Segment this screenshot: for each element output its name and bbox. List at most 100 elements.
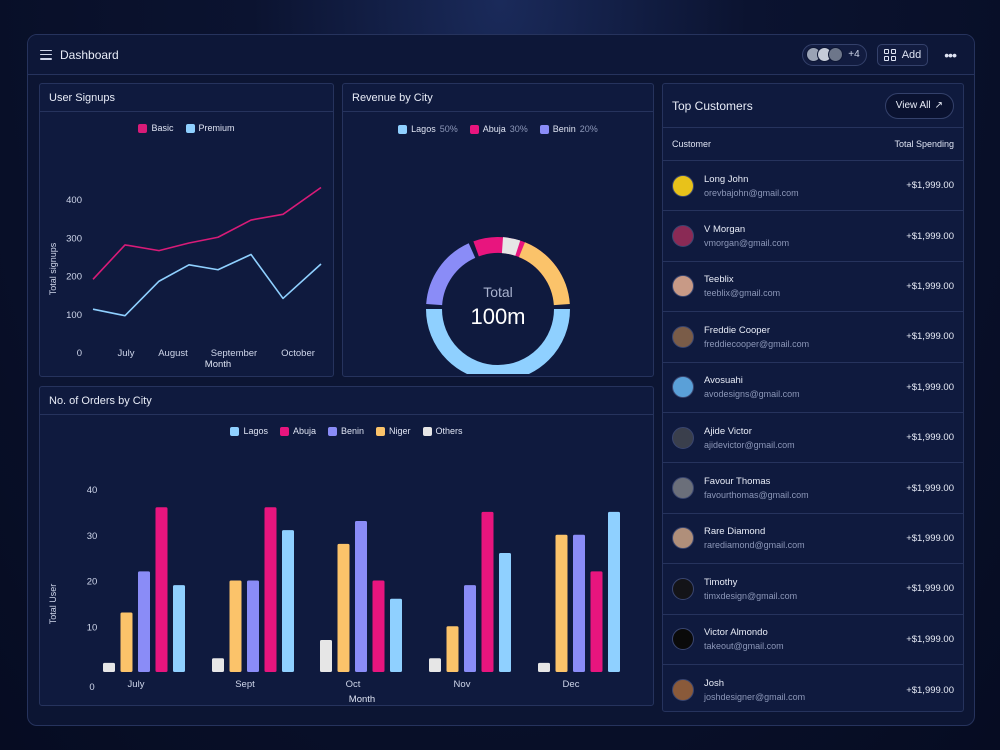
- y-axis-label: Total signups: [48, 242, 58, 295]
- view-all-button[interactable]: View All ↗: [884, 92, 954, 119]
- customer-spending: +$1,999.00: [906, 583, 954, 595]
- legend-item: Basic: [138, 123, 174, 133]
- view-all-label: View All: [895, 100, 931, 111]
- bar-july-lagos: [173, 585, 185, 672]
- donut-slice-niger: [518, 242, 570, 306]
- x-tick-label: July: [118, 348, 135, 359]
- customer-spending: +$1,999.00: [906, 482, 954, 494]
- table-row[interactable]: Ajide Victor ajidevictor@gmail.com +$1,999…: [663, 413, 963, 464]
- legend-item: Niger: [376, 426, 411, 436]
- table-row[interactable]: Long John orevbajohn@gmail.com +$1,999.00: [663, 161, 963, 212]
- bar-july-benin: [138, 571, 150, 672]
- y-tick-label: 20: [87, 577, 98, 588]
- table-row[interactable]: Rare Diamond rarediamond@gmail.com +$1,999…: [663, 514, 963, 565]
- customer-email: freddiecooper@gmail.com: [704, 338, 810, 349]
- orders-legend: Lagos Abuja Benin Niger Others: [40, 426, 653, 436]
- bar-nov-lagos: [499, 553, 511, 672]
- customer-name: Avosuahi: [704, 375, 743, 387]
- legend-swatch: [185, 123, 195, 133]
- customer-spending: +$1,999.00: [906, 381, 954, 393]
- table-row[interactable]: Favour Thomas favourthomas@gmail.com +$1,9…: [663, 463, 963, 514]
- add-button-label: Add: [901, 48, 922, 61]
- user-signups-chart: 400 300 200 100 0 July August September October M…: [48, 186, 322, 370]
- table-row[interactable]: Freddie Cooper freddiecooper@gmail.com +$1…: [663, 312, 963, 363]
- legend-label: Abuja: [292, 426, 316, 436]
- legend-item: Lagos 50%: [398, 124, 458, 134]
- bar-sept-lagos: [282, 530, 294, 672]
- avatar: [672, 325, 694, 348]
- y-axis-label: Total User: [48, 584, 58, 625]
- customer-name: Freddie Cooper: [704, 324, 771, 336]
- legend-swatch: [376, 426, 386, 436]
- table-row[interactable]: Teeblix teeblix@gmail.com +$1,999.00: [663, 262, 963, 313]
- table-row[interactable]: Josh joshdesigner@gmail.com +$1,999.00: [663, 665, 963, 715]
- bar-oct-benin: [355, 521, 367, 672]
- series-line-premium: [92, 253, 322, 317]
- page-title: Dashboard: [60, 47, 119, 62]
- avatar: [672, 174, 694, 197]
- y-tick-label: 100: [66, 310, 82, 321]
- table-row[interactable]: Avosuahi avodesigns@gmail.com +$1,999.00: [663, 363, 963, 413]
- customer-email: ajidevictor@gmail.com: [704, 439, 795, 450]
- table-row[interactable]: Timothy timxdesign@gmail.com +$1,999.00: [663, 564, 963, 615]
- avatar: [672, 577, 694, 600]
- collaborators-avatars[interactable]: +4: [802, 43, 867, 66]
- legend-label: Lagos: [243, 426, 268, 436]
- bar-sept-niger: [229, 580, 242, 672]
- avatar: [672, 275, 694, 298]
- legend-swatch: [328, 426, 337, 436]
- bar-dec-lagos: [608, 511, 620, 672]
- more-options-icon[interactable]: •••: [944, 46, 957, 63]
- donut-slice-others: [501, 237, 521, 256]
- customer-name: Teeblix: [704, 274, 734, 286]
- legend-percent: 20%: [579, 124, 598, 134]
- x-tick-label: Nov: [454, 679, 471, 690]
- table-row[interactable]: Victor Almondo takeout@gmail.com +$1,999.0…: [663, 615, 963, 665]
- avatar: [828, 47, 844, 62]
- top-bar: Dashboard +4 Add •••: [28, 35, 974, 75]
- avatar: [672, 477, 694, 500]
- avatar: [672, 527, 694, 550]
- legend-percent: 30%: [509, 124, 528, 134]
- y-tick-label: 400: [66, 195, 82, 206]
- avatar: [672, 426, 694, 449]
- add-button[interactable]: Add: [876, 43, 929, 66]
- orders-title: No. of Orders by City: [40, 387, 653, 415]
- orders-bar-chart: 40 30 20 10 0 July Sept Oct Nov Dec Month Total Use…: [48, 485, 620, 705]
- legend-swatch: [422, 426, 432, 436]
- legend-item: Others: [422, 426, 463, 436]
- table-header: Customer Total Spending: [663, 128, 963, 161]
- bar-dec-others: [538, 662, 550, 672]
- legend-label: Premium: [198, 123, 235, 133]
- y-tick-label: 0: [77, 348, 82, 359]
- customer-email: teeblix@gmail.com: [704, 288, 781, 299]
- bar-nov-abuja: [481, 511, 494, 672]
- customer-email: vmorgan@gmail.com: [704, 238, 790, 249]
- legend-item: Benin: [328, 426, 364, 436]
- bar-nov-niger: [446, 626, 459, 672]
- legend-label: Benin: [341, 426, 365, 436]
- customer-name: Favour Thomas: [704, 476, 771, 488]
- hamburger-menu-icon[interactable]: [40, 49, 52, 60]
- customer-email: timxdesign@gmail.com: [704, 590, 798, 601]
- revenue-legend: Lagos 50% Abuja 30% Benin 20%: [343, 124, 653, 134]
- bar-july-niger: [120, 612, 133, 672]
- revenue-title: Revenue by City: [343, 84, 653, 112]
- donut-center-label: Total: [483, 284, 513, 300]
- bar-nov-others: [429, 658, 441, 672]
- customers-list: Long John orevbajohn@gmail.com +$1,999.00 V…: [663, 161, 963, 715]
- customer-name: Timothy: [704, 576, 738, 588]
- donut-slice-lagos: [426, 308, 570, 374]
- table-row[interactable]: V Morgan vmorgan@gmail.com +$1,999.00: [663, 211, 963, 262]
- x-tick-label: September: [211, 348, 257, 359]
- customer-email: joshdesigner@gmail.com: [704, 692, 806, 703]
- donut-slice-benin: [426, 243, 476, 306]
- legend-swatch: [469, 124, 479, 134]
- top-customers-title: Top Customers: [672, 98, 753, 113]
- orders-panel: No. of Orders by City Lagos Abuja Benin …: [39, 386, 654, 706]
- legend-swatch: [230, 426, 240, 436]
- customer-spending: +$1,999.00: [906, 331, 954, 343]
- donut-center-value: 100m: [470, 304, 525, 329]
- customer-email: orevbajohn@gmail.com: [704, 187, 799, 198]
- legend-percent: 50%: [439, 124, 458, 134]
